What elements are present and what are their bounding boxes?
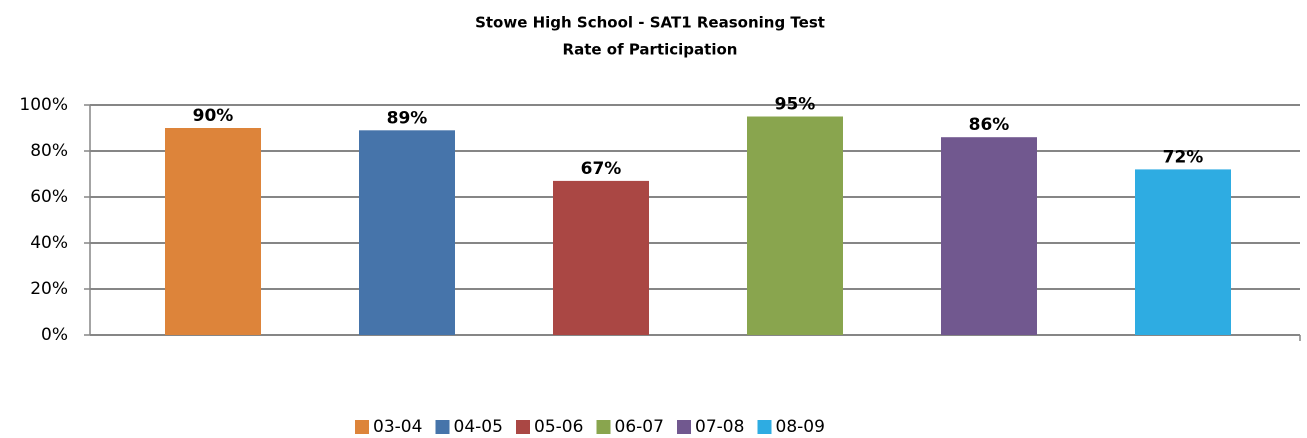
y-tick-label: 60% xyxy=(30,187,68,207)
data-label: 89% xyxy=(387,108,428,128)
bar xyxy=(165,128,261,335)
y-tick-label: 0% xyxy=(41,325,68,345)
legend-label: 04-05 xyxy=(454,417,503,437)
legend-swatch xyxy=(677,420,691,434)
legend-label: 05-06 xyxy=(534,417,583,437)
legend-swatch xyxy=(435,420,450,434)
bar xyxy=(553,180,649,335)
bar xyxy=(1135,169,1231,335)
legend-label: 08-09 xyxy=(776,417,825,437)
legend-swatch xyxy=(596,420,611,434)
data-label: 86% xyxy=(969,115,1010,135)
y-tick-label: 80% xyxy=(30,141,68,161)
bar xyxy=(747,116,843,335)
legend-swatch xyxy=(757,420,772,434)
legend-swatch xyxy=(516,420,530,434)
legend-label: 03-04 xyxy=(373,417,422,437)
data-label: 95% xyxy=(775,95,816,115)
bar xyxy=(941,137,1037,335)
y-tick-label: 20% xyxy=(30,279,68,299)
legend-label: 06-07 xyxy=(615,417,664,437)
y-tick-label: 40% xyxy=(30,233,68,253)
legend-swatch xyxy=(355,420,369,434)
chart-subtitle: Rate of Participation xyxy=(563,41,738,59)
data-label: 72% xyxy=(1163,147,1204,167)
legend-label: 07-08 xyxy=(695,417,744,437)
chart-title: Stowe High School - SAT1 Reasoning Test xyxy=(475,14,825,32)
data-label: 67% xyxy=(581,159,622,179)
bar xyxy=(359,130,455,335)
y-tick-label: 100% xyxy=(19,95,68,115)
data-label: 90% xyxy=(193,106,234,126)
